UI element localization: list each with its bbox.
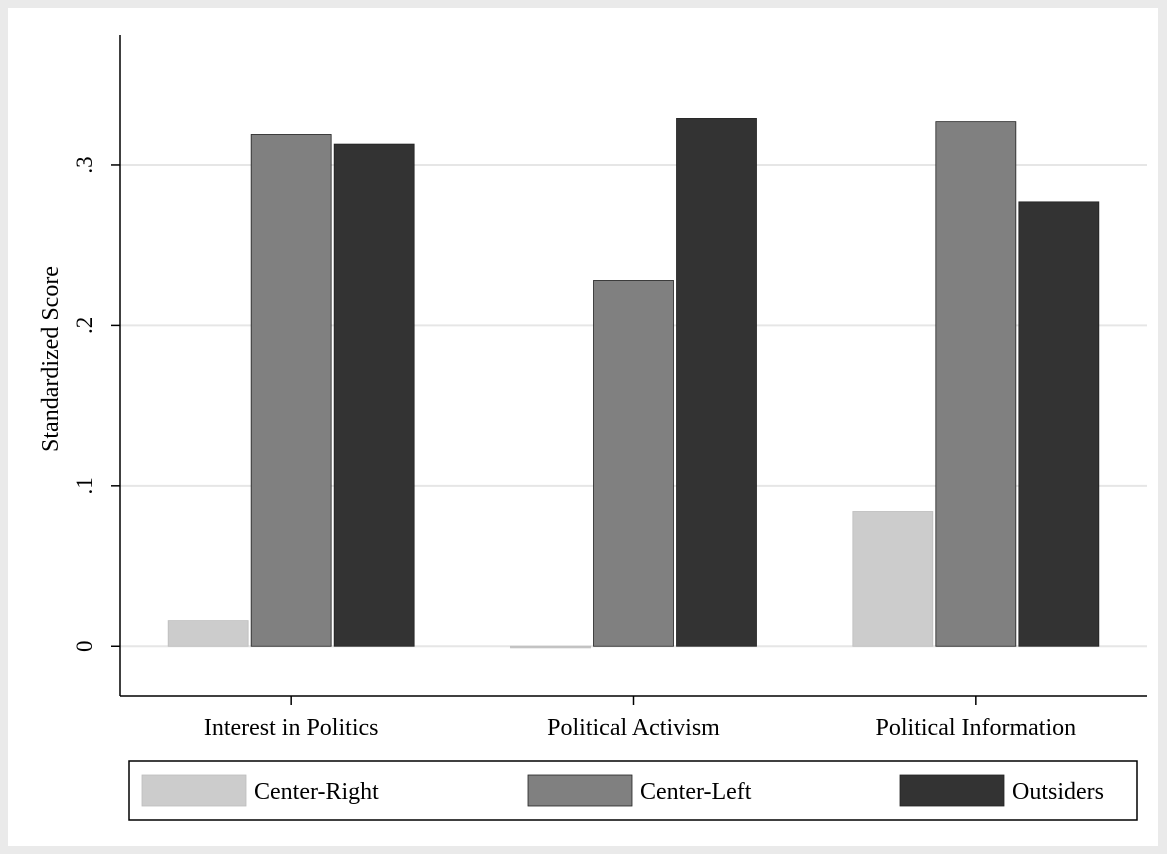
bar-center-right — [852, 511, 934, 647]
legend-swatch — [527, 774, 633, 807]
bar-center-right — [167, 620, 249, 647]
x-category-label: Interest in Politics — [204, 715, 379, 741]
legend-swatch — [141, 774, 247, 807]
category-labels: Interest in Politics Political Activism Po… — [204, 696, 1076, 741]
y-tick-label: .3 — [72, 156, 97, 173]
y-ticks: 0 .1 .2 .3 — [72, 156, 120, 652]
y-tick-label: .1 — [72, 477, 97, 494]
y-axis-title: Standardized Score — [38, 266, 64, 452]
legend-swatch — [899, 774, 1005, 807]
bar-outsiders — [333, 143, 415, 647]
legend: Center-Right Center-Left Outsiders — [128, 760, 1138, 821]
bar-center-left — [593, 280, 674, 647]
legend-label: Center-Right — [254, 779, 379, 805]
legend-label: Center-Left — [640, 779, 752, 805]
bar-center-right — [510, 645, 591, 649]
bar-center-left — [250, 134, 332, 647]
x-category-label: Political Information — [876, 715, 1077, 741]
bar-outsiders — [1018, 201, 1100, 647]
x-category-label: Political Activism — [547, 715, 720, 741]
bar-outsiders — [676, 118, 757, 647]
legend-label: Outsiders — [1012, 779, 1104, 805]
bar-center-left — [935, 121, 1017, 647]
bars — [167, 118, 1100, 649]
y-tick-label: 0 — [72, 641, 97, 653]
y-tick-label: .2 — [72, 317, 97, 334]
